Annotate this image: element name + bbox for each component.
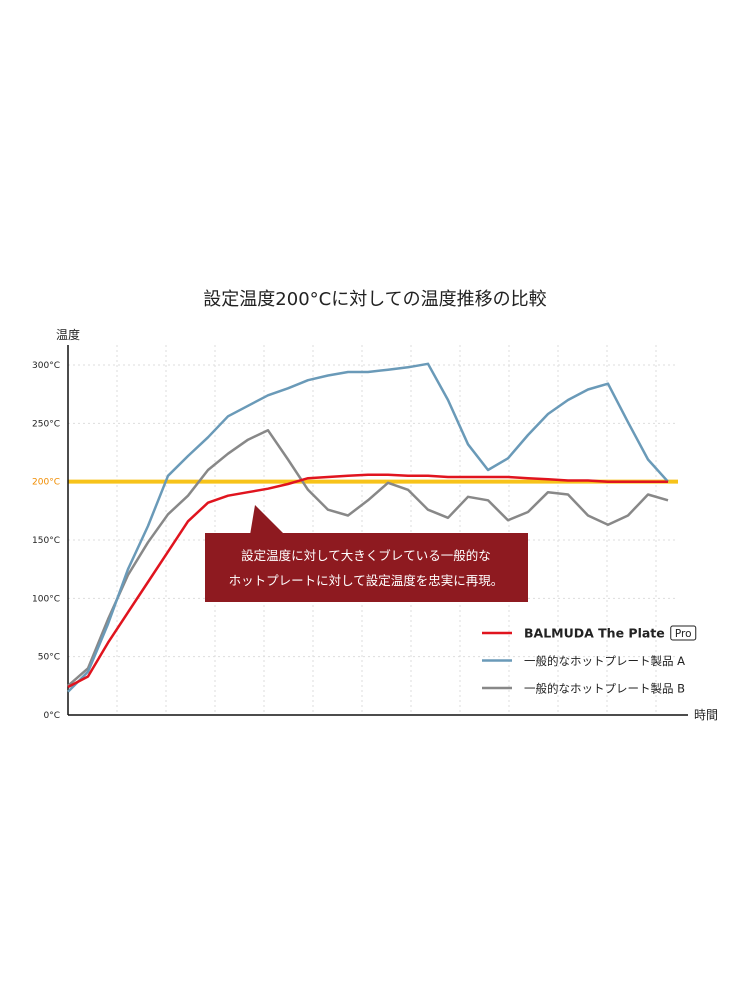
legend-label: 一般的なホットプレート製品 B	[524, 682, 685, 696]
callout-text: 設定温度に対して大きくブレている一般的な	[241, 548, 491, 563]
y-tick-label: 300°C	[32, 361, 60, 371]
y-tick-label: 200°C	[32, 478, 60, 488]
legend-badge-box	[670, 625, 697, 641]
legend-badge: Pro	[675, 628, 692, 640]
series-line	[67, 362, 669, 693]
y-tick-label: 150°C	[32, 536, 60, 546]
series-line	[67, 429, 669, 687]
series-line	[67, 473, 668, 689]
x-axis-label: 時間	[694, 708, 718, 722]
chart-title: 設定温度200°Cに対しての温度推移の比較	[203, 289, 546, 310]
callout-text: ホットプレートに対して設定温度を忠実に再現。	[229, 573, 504, 588]
y-axis-label: 温度	[56, 327, 80, 342]
legend-label: 一般的なホットプレート製品 A	[524, 654, 685, 668]
callout-pointer	[250, 505, 285, 535]
y-tick-label: 100°C	[32, 594, 60, 604]
callout-box	[205, 533, 528, 602]
y-tick-label: 0°C	[43, 711, 60, 721]
y-tick-label: 50°C	[38, 653, 60, 663]
y-tick-label: 250°C	[32, 419, 60, 429]
legend-label: BALMUDA The Plate	[524, 626, 665, 641]
